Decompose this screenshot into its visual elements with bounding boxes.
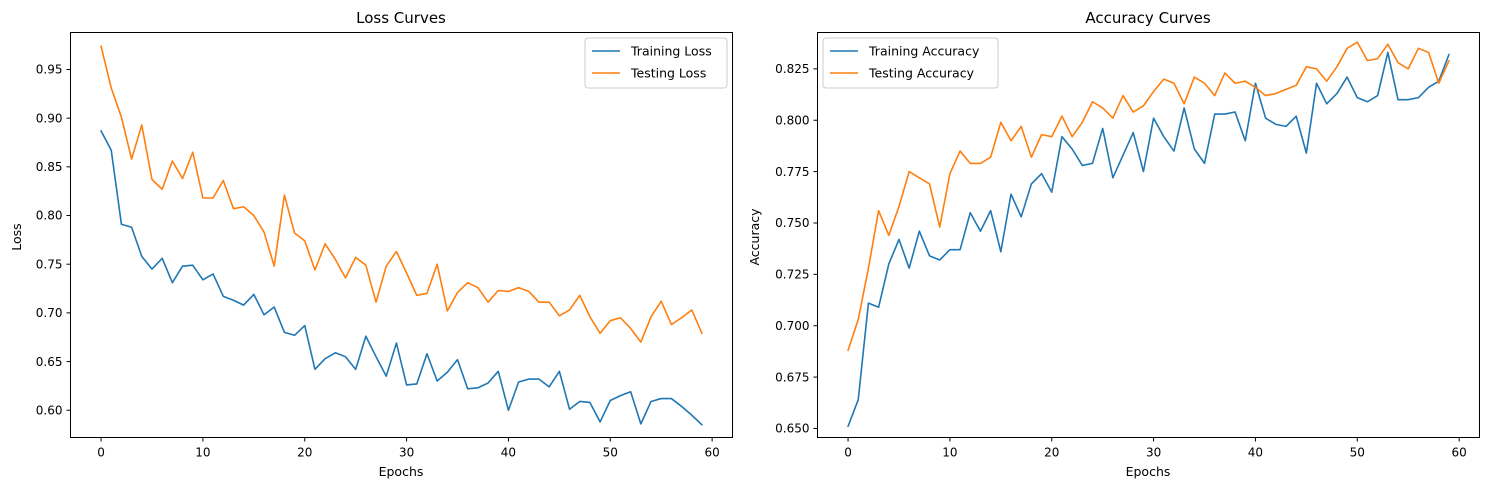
x-axis-label: Epochs [379, 464, 424, 479]
y-tick-label: 0.800 [775, 113, 809, 127]
x-tick-label: 60 [1451, 446, 1466, 460]
y-tick-label: 0.700 [775, 319, 809, 333]
y-tick-label: 0.825 [775, 62, 809, 76]
x-tick-label: 10 [942, 446, 957, 460]
loss-chart: Loss Curves Epochs Loss 0 10 20 30 40 50 60 0.… [9, 9, 733, 479]
legend-label-testing-accuracy: Testing Accuracy [868, 66, 975, 81]
series-line-training-accuracy [847, 51, 1450, 428]
y-tick-label: 0.725 [775, 268, 809, 282]
chart-title: Accuracy Curves [1085, 9, 1211, 27]
chart-title: Loss Curves [356, 9, 446, 27]
x-tick-label: 50 [603, 446, 618, 460]
y-tick-label: 0.95 [36, 63, 63, 77]
plot-frame [817, 32, 1480, 438]
x-tick-label: 20 [297, 446, 312, 460]
y-ticks: 0.650 0.675 0.700 0.725 0.750 0.775 0.800 0.825 [775, 62, 818, 436]
y-tick-label: 0.85 [36, 160, 63, 174]
x-tick-label: 30 [1146, 446, 1161, 460]
legend-label-training-loss: Training Loss [630, 44, 712, 59]
legend-box [822, 37, 999, 89]
series-lines [100, 45, 703, 426]
x-tick-label: 30 [399, 446, 414, 460]
y-axis-label: Accuracy [747, 208, 762, 266]
series-line-training-loss [100, 130, 703, 426]
y-tick-label: 0.60 [36, 403, 63, 417]
legend-label-training-accuracy: Training Accuracy [868, 44, 980, 59]
x-tick-label: 50 [1350, 446, 1365, 460]
x-tick-label: 10 [195, 446, 210, 460]
y-tick-label: 0.675 [775, 370, 809, 384]
x-tick-label: 0 [844, 446, 852, 460]
x-ticks: 0 10 20 30 40 50 60 [844, 437, 1467, 460]
y-tick-label: 0.70 [36, 306, 63, 320]
x-axis-label: Epochs [1126, 464, 1171, 479]
x-tick-label: 20 [1044, 446, 1059, 460]
y-tick-label: 0.750 [775, 216, 809, 230]
y-tick-label: 0.90 [36, 111, 63, 125]
y-axis-label: Loss [9, 223, 24, 250]
y-ticks: 0.60 0.65 0.70 0.75 0.80 0.85 0.90 0.95 [36, 63, 71, 417]
legend: Training Loss Testing Loss [584, 37, 728, 89]
y-tick-label: 0.775 [775, 165, 809, 179]
y-tick-label: 0.75 [36, 257, 63, 271]
accuracy-chart: Accuracy Curves Epochs Accuracy 0 10 20 30 4… [747, 9, 1480, 479]
x-tick-label: 0 [97, 446, 105, 460]
y-tick-label: 0.65 [36, 355, 63, 369]
y-tick-label: 0.650 [775, 422, 809, 436]
legend: Training Accuracy Testing Accuracy [822, 37, 999, 89]
x-tick-label: 40 [1248, 446, 1263, 460]
x-ticks: 0 10 20 30 40 50 60 [97, 437, 720, 460]
series-line-testing-accuracy [847, 41, 1450, 352]
legend-box [584, 37, 728, 89]
x-tick-label: 60 [704, 446, 719, 460]
x-tick-label: 40 [501, 446, 516, 460]
series-lines [847, 41, 1450, 428]
plot-frame [70, 32, 733, 438]
series-line-testing-loss [100, 45, 703, 343]
y-tick-label: 0.80 [36, 209, 63, 223]
legend-label-testing-loss: Testing Loss [630, 66, 706, 81]
